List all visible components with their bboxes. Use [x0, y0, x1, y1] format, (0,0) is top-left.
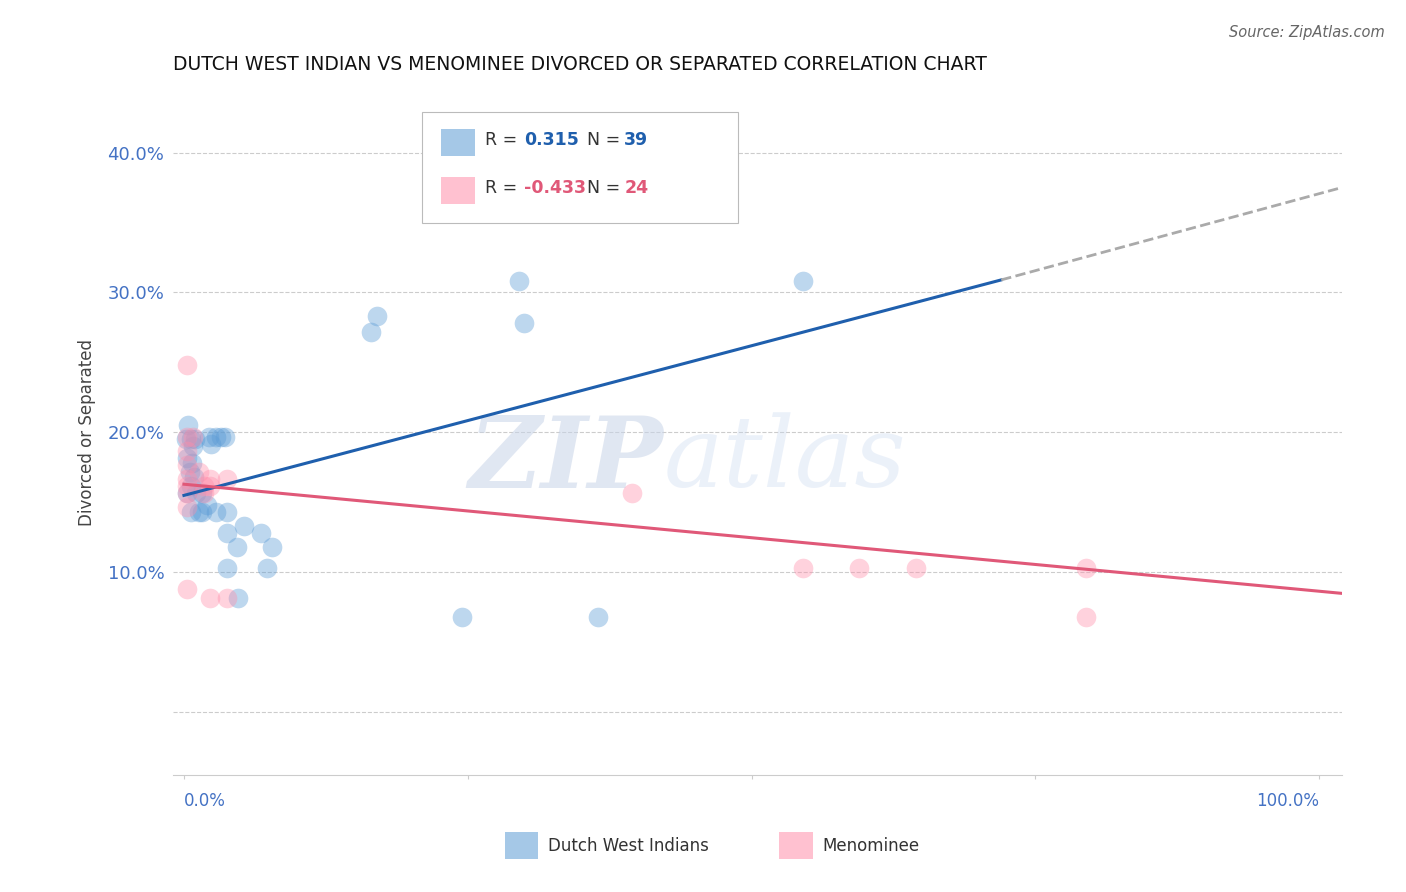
- Text: -0.433: -0.433: [524, 179, 586, 197]
- Point: [226, 540, 249, 554]
- Point: [256, 561, 278, 575]
- Point: [200, 436, 222, 450]
- Text: 0.0%: 0.0%: [184, 792, 226, 810]
- Point: [1076, 561, 1098, 575]
- Point: [184, 433, 207, 447]
- Point: [198, 472, 221, 486]
- Point: [513, 316, 536, 330]
- Point: [217, 472, 239, 486]
- Point: [250, 526, 273, 541]
- Point: [228, 591, 250, 605]
- Point: [193, 478, 215, 492]
- Text: 100.0%: 100.0%: [1256, 792, 1319, 810]
- Point: [180, 433, 202, 447]
- Point: [180, 456, 202, 470]
- Point: [217, 561, 239, 575]
- Point: [186, 485, 208, 500]
- Point: [176, 358, 198, 372]
- Point: [176, 443, 198, 458]
- Point: [176, 472, 198, 486]
- Point: [179, 465, 201, 479]
- Text: N =: N =: [576, 131, 626, 149]
- Point: [451, 610, 474, 624]
- Point: [181, 429, 204, 443]
- Point: [848, 561, 870, 575]
- Point: [905, 561, 928, 575]
- Point: [198, 591, 221, 605]
- Point: [209, 429, 232, 443]
- Text: atlas: atlas: [664, 412, 907, 508]
- Point: [198, 478, 221, 492]
- Point: [191, 505, 214, 519]
- Point: [204, 429, 226, 443]
- Text: Menominee: Menominee: [823, 837, 920, 855]
- Point: [176, 450, 198, 465]
- Point: [176, 582, 198, 596]
- Point: [217, 526, 239, 541]
- Point: [508, 274, 530, 288]
- Point: [174, 433, 197, 447]
- Point: [588, 610, 610, 624]
- Point: [214, 429, 236, 443]
- Point: [191, 485, 214, 500]
- Text: 24: 24: [624, 179, 648, 197]
- Text: 39: 39: [624, 131, 648, 149]
- Point: [193, 485, 215, 500]
- Point: [217, 591, 239, 605]
- Point: [183, 470, 205, 484]
- Text: 0.315: 0.315: [524, 131, 579, 149]
- Point: [360, 325, 382, 339]
- Point: [187, 465, 209, 479]
- Point: [176, 429, 198, 443]
- Point: [262, 540, 284, 554]
- Text: R =: R =: [485, 131, 523, 149]
- Point: [187, 505, 209, 519]
- Point: [792, 561, 814, 575]
- Point: [176, 485, 198, 500]
- Y-axis label: Divorced or Separated: Divorced or Separated: [79, 339, 96, 526]
- Text: Source: ZipAtlas.com: Source: ZipAtlas.com: [1229, 25, 1385, 40]
- Point: [176, 485, 198, 500]
- Text: R =: R =: [485, 179, 523, 197]
- Point: [198, 429, 221, 443]
- Point: [176, 500, 198, 514]
- Point: [233, 519, 256, 533]
- Point: [195, 498, 218, 512]
- Text: N =: N =: [576, 179, 626, 197]
- Text: ZIP: ZIP: [468, 411, 664, 508]
- Point: [181, 439, 204, 453]
- Point: [176, 478, 198, 492]
- Text: Dutch West Indians: Dutch West Indians: [548, 837, 709, 855]
- Point: [1076, 610, 1098, 624]
- Point: [177, 418, 200, 433]
- Text: DUTCH WEST INDIAN VS MENOMINEE DIVORCED OR SEPARATED CORRELATION CHART: DUTCH WEST INDIAN VS MENOMINEE DIVORCED …: [173, 55, 987, 74]
- Point: [204, 505, 226, 519]
- Point: [180, 478, 202, 492]
- Point: [366, 310, 388, 324]
- Point: [621, 485, 644, 500]
- Point: [217, 505, 239, 519]
- Point: [176, 458, 198, 472]
- Point: [180, 505, 202, 519]
- Point: [792, 274, 814, 288]
